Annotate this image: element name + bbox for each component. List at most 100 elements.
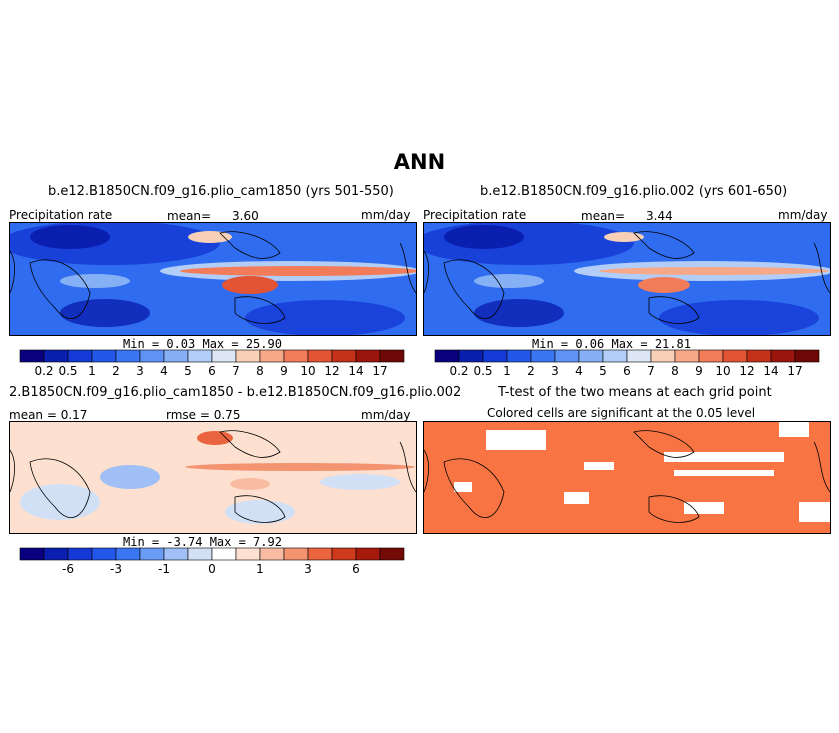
panel2-colorbar-tick-label: 1 (503, 364, 511, 378)
panel1-sahara-dry (30, 225, 110, 249)
panel4-insignificant-patch (564, 492, 589, 504)
panel3-coastline-africa (29, 458, 91, 518)
panel3-colorbar-tick-label: 6 (352, 562, 360, 576)
panel3-colorbar-swatch (187, 547, 213, 561)
panel1-atlantic-itcz (60, 274, 130, 288)
panel3-colorbar-swatch (139, 547, 165, 561)
panel2-colorbar-tick-label: 7 (647, 364, 655, 378)
panel1-colorbar-tick-label: 10 (300, 364, 315, 378)
panel2-coastline-africa (443, 259, 505, 319)
panel2-asian-monsoon (604, 232, 644, 242)
panel3-colorbar-swatch (91, 547, 117, 561)
panel1-colorbar-swatch (139, 349, 165, 363)
panel3-colorbar-svg: -6 -3 -1 0 1 3 6 (19, 547, 405, 576)
panel2-mean-label: mean= (581, 209, 626, 223)
panel2-coastline-americas-east (813, 242, 830, 294)
panel1-colorbar-swatch (259, 349, 285, 363)
panel2-colorbar-swatch (434, 349, 460, 363)
panel2-coastline-australia (648, 296, 700, 324)
panel2-colorbar-svg: 0.2 0.5 1 2 3 4 5 6 7 8 9 10 12 14 17 (434, 349, 820, 378)
panel4-coastline-americas-east (813, 441, 830, 493)
panel3-map (9, 421, 417, 534)
figure-title: ANN (393, 150, 446, 174)
panel2-colorbar-tick-label: 8 (671, 364, 679, 378)
panel2-colorbar-swatch (602, 349, 628, 363)
panel2-colorbar-swatch (722, 349, 748, 363)
panel1-asian-monsoon (188, 231, 232, 243)
panel2-colorbar-tick-label: 3 (551, 364, 559, 378)
panel2-dry-band-south (659, 300, 819, 335)
panel3-colorbar-tick-label: -3 (110, 562, 122, 576)
panel1-colorbar-swatch (283, 349, 309, 363)
panel1-colorbar-swatch (235, 349, 261, 363)
panel1-colorbar-swatch (67, 349, 93, 363)
panel4-insignificant-patch (799, 502, 830, 522)
panel3-negative-anomaly-pacific (320, 474, 400, 490)
panel1-colorbar-swatch (43, 349, 69, 363)
panel2-colorbar-tick-label: 10 (715, 364, 730, 378)
panel1-colorbar-tick-label: 1 (88, 364, 96, 378)
panel2-colorbar-swatch (482, 349, 508, 363)
panel3-colorbar-tick-label: -1 (158, 562, 170, 576)
panel3-colorbar: -6 -3 -1 0 1 3 6 (19, 547, 405, 578)
panel1-coastline-africa (29, 259, 91, 319)
panel4-insignificant-patch (664, 452, 784, 462)
panel3-colorbar-swatch (379, 547, 405, 561)
panel1-colorbar-swatch (211, 349, 237, 363)
panel1-colorbar-swatch (307, 349, 333, 363)
panel3-colorbar-tick-label: -6 (62, 562, 74, 576)
panel3-colorbar-swatch (43, 547, 69, 561)
panel1-colorbar-svg: 0.2 0.5 1 2 3 4 5 6 7 8 9 10 12 14 17 (19, 349, 405, 378)
panel2-title: b.e12.B1850CN.f09_g16.plio.002 (yrs 601-… (480, 184, 788, 199)
panel3-colorbar-swatch (235, 547, 261, 561)
panel1-colorbar-tick-label: 8 (256, 364, 264, 378)
panel3-coastline-americas-east (399, 441, 416, 493)
panel3-colorbar-swatch (307, 547, 333, 561)
panel3-minmax: Min = -3.74 Max = 7.92 (123, 535, 282, 549)
panel2-colorbar-tick-label: 0.2 (449, 364, 468, 378)
panel1-colorbar-tick-label: 9 (280, 364, 288, 378)
panel3-mean-label: mean = 0.17 (9, 408, 88, 422)
panel2-map (423, 222, 831, 336)
panel1-colorbar-swatch (19, 349, 45, 363)
panel2-kalahari-dry (474, 299, 564, 327)
panel1-units: mm/day (361, 208, 411, 222)
panel1-colorbar-swatch (91, 349, 117, 363)
panel1-map (9, 222, 417, 336)
panel1-coastline-australia (234, 296, 286, 324)
panel3-colorbar-swatch (67, 547, 93, 561)
panel2-units: mm/day (778, 208, 828, 222)
panel3-coastline-americas-west (10, 449, 15, 493)
panel2-colorbar-swatch (794, 349, 820, 363)
panel1-colorbar-tick-label: 5 (184, 364, 192, 378)
panel1-mean-value: 3.60 (232, 209, 259, 223)
panel1-colorbar-tick-label: 17 (372, 364, 387, 378)
panel2-colorbar-tick-label: 17 (787, 364, 802, 378)
panel2-colorbar-swatch (770, 349, 796, 363)
panel4-insignificant-patch (684, 502, 724, 514)
panel2-colorbar-swatch (698, 349, 724, 363)
panel2-colorbar-tick-label: 5 (599, 364, 607, 378)
panel2-coastline-americas-west (424, 250, 429, 294)
panel1-colorbar-tick-label: 14 (348, 364, 363, 378)
panel1-colorbar-tick-label: 0.2 (34, 364, 53, 378)
panel1-mean-label: mean= (167, 209, 212, 223)
panel3-itcz-positive (185, 463, 415, 471)
panel3-colorbar-swatch (355, 547, 381, 561)
panel1-colorbar-swatch (355, 349, 381, 363)
panel3-rmse-label: rmse = 0.75 (166, 408, 241, 422)
panel1-colorbar-swatch (163, 349, 189, 363)
panel3-colorbar-swatch (115, 547, 141, 561)
panel4-insignificant-patch (454, 482, 472, 492)
panel2-map-plot (424, 223, 830, 335)
panel2-sahara-dry (444, 225, 524, 249)
panel2-colorbar-swatch (530, 349, 556, 363)
panel3-units: mm/day (361, 408, 411, 422)
panel1-coastline-americas-east (399, 242, 416, 294)
panel2-colorbar-swatch (746, 349, 772, 363)
panel3-coastline-australia (234, 495, 286, 523)
panel1-colorbar-swatch (187, 349, 213, 363)
panel3-colorbar-tick-label: 0 (208, 562, 216, 576)
panel2-colorbar-swatch (506, 349, 532, 363)
panel1-itcz-core (180, 266, 416, 276)
